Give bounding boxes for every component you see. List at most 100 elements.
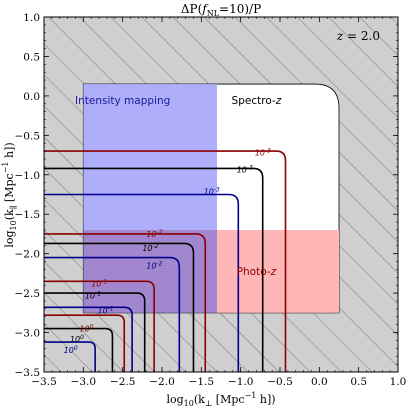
title-sub: NL [207, 9, 220, 18]
y-tick-label: 0.5 [23, 51, 40, 63]
region-label-var: z [275, 95, 282, 107]
x-tick-label: 0.0 [311, 376, 328, 388]
region-label-2: Photo-z [237, 266, 277, 278]
contour-label-base: 10 [146, 262, 156, 271]
contour-label-base: 10 [70, 335, 80, 344]
y-axis-label: log10(k∥ [Mpc−1 h]) [1, 142, 18, 247]
y-tick-label: 1.0 [23, 12, 40, 24]
x-tick-label: −2.0 [149, 376, 175, 388]
ylabel-log: log [3, 230, 16, 247]
contour-label-base: 10 [91, 280, 101, 289]
contour-label-exp: -1 [95, 290, 101, 297]
contour-line [44, 327, 114, 372]
region-labels: Spectro-z Intensity mapping Photo-z [75, 95, 282, 278]
contour-label: 100 [79, 324, 93, 334]
xlabel-exp: −1 [245, 391, 257, 400]
contour-label-exp: -2 [153, 243, 159, 250]
contour-line [44, 150, 287, 372]
contour-label-base: 10 [255, 149, 265, 158]
x-tick-label: −1.0 [228, 376, 254, 388]
y-tick-label: −2.5 [15, 288, 41, 300]
contour-label-exp: -3 [247, 164, 253, 171]
contour-label-exp: 0 [90, 324, 94, 331]
contour-label: 10-3 [255, 148, 271, 158]
region-overlap [83, 230, 218, 313]
contour-label-exp: -3 [265, 148, 271, 155]
x-tick-label: −0.5 [267, 376, 293, 388]
y-tick-label: 0.0 [23, 91, 40, 103]
y-tick-label: −3.5 [15, 367, 41, 379]
xlabel-sub: ⊥ [205, 399, 213, 408]
redshift-value: = 2.0 [343, 29, 380, 43]
contour-label: 10-2 [142, 243, 158, 253]
contour-label-base: 10 [85, 291, 95, 300]
survey-regions [82, 83, 340, 314]
contour-label: 10-1 [97, 305, 113, 315]
contour-line [44, 341, 96, 372]
ylabel-h: h]) [3, 142, 16, 161]
ylabel-sub: ∥ [9, 206, 18, 210]
xlabel-mpc: [Mpc [212, 393, 244, 406]
region-label-text: Photo- [237, 266, 271, 278]
contour-label-exp: 0 [74, 345, 78, 352]
axes-frame [43, 16, 399, 373]
contour-label-exp: -2 [156, 261, 162, 268]
contour-line [44, 280, 155, 372]
contour-label-exp: 0 [80, 334, 84, 341]
redshift-label: z = 2.0 [336, 29, 380, 43]
contour-label: 10-1 [85, 290, 101, 300]
contour-line [44, 256, 181, 372]
contour-label-exp: -1 [101, 279, 107, 286]
region-label-text: Intensity mapping [75, 95, 170, 107]
axis-ticks: −3.5 −3.0 −2.5 −2.0 −1.5 −1.0 −0.5 0.0 0.5 1.0 −3.… [15, 12, 407, 388]
region-label-text: Spectro- [232, 95, 276, 107]
contour-line [44, 292, 146, 372]
contour-label-base: 10 [237, 165, 247, 174]
contour-label-exp: -3 [214, 186, 220, 193]
contour-label: 10-3 [204, 186, 220, 196]
contour-label: 10-3 [237, 164, 253, 174]
y-tick-label: −1.0 [15, 170, 41, 182]
contour-line [44, 314, 126, 372]
y-tick-label: −0.5 [15, 130, 41, 142]
ylabel-mpc: [Mpc [3, 173, 16, 205]
x-axis-label: log10(k⊥ [Mpc−1 h]) [166, 391, 275, 408]
xlabel-h: h]) [256, 393, 275, 406]
x-tick-label: −2.5 [110, 376, 136, 388]
x-tick-label: 0.5 [350, 376, 367, 388]
title-rest: =10)/P [219, 2, 261, 16]
contour-label: 10-1 [91, 279, 107, 289]
region-label-1: Intensity mapping [75, 95, 170, 107]
y-tick-label: −1.5 [15, 209, 41, 221]
title-main: ΔP( [181, 2, 202, 16]
contour-label: 100 [64, 345, 78, 355]
x-tick-label: −3.0 [71, 376, 97, 388]
contour-label-base: 10 [204, 187, 214, 196]
contour-label-base: 10 [79, 325, 89, 334]
contour-label: 10-2 [146, 261, 162, 271]
y-tick-label: −3.0 [15, 328, 41, 340]
xlabel-log: log [166, 393, 183, 406]
x-tick-label: 1.0 [390, 376, 407, 388]
contour-lines [44, 150, 287, 372]
contour-label-base: 10 [64, 346, 74, 355]
x-tick-label: −1.5 [189, 376, 215, 388]
redshift-z: z [336, 29, 344, 43]
ylabel-k: (k [3, 209, 16, 220]
title-f: f [201, 2, 209, 16]
contour-label: 100 [70, 334, 84, 344]
region-label-var: z [270, 266, 277, 278]
contour-line [44, 193, 240, 372]
region-intensity-mapping [83, 84, 218, 230]
contour-label-exp: -2 [156, 229, 162, 236]
contour-line [44, 233, 207, 372]
contour-line [44, 306, 133, 372]
xlabel-k: (k [194, 393, 205, 406]
contour-label: 10-2 [146, 229, 162, 239]
contour-label-base: 10 [97, 306, 107, 315]
region-label-0: Spectro-z [232, 95, 282, 107]
xlabel-base: 10 [184, 399, 194, 408]
contour-line [44, 242, 195, 372]
contour-label-base: 10 [142, 244, 152, 253]
